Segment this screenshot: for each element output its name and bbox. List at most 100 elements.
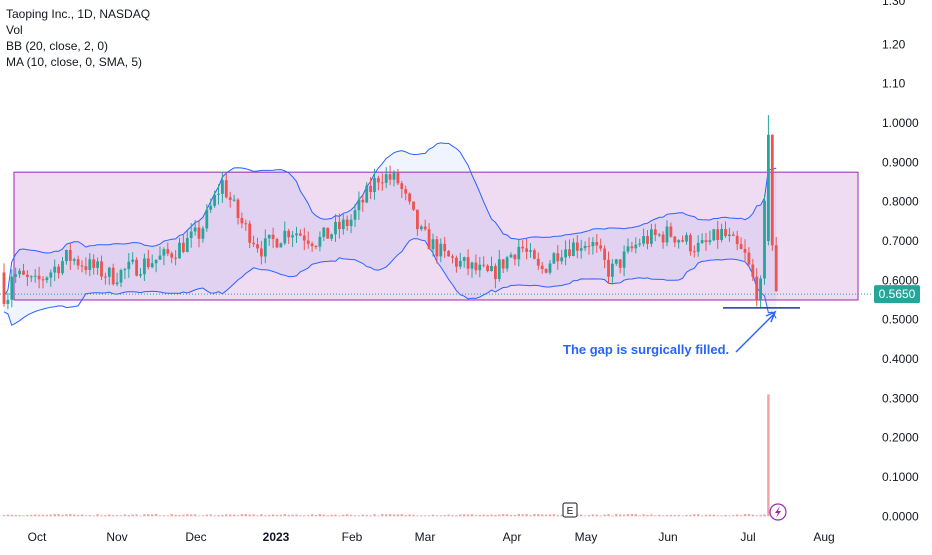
candle[interactable] [72, 257, 76, 265]
candle[interactable] [388, 165, 392, 186]
candle[interactable] [696, 235, 700, 257]
candle[interactable] [404, 185, 408, 201]
candle[interactable] [369, 177, 372, 199]
candle[interactable] [731, 231, 735, 237]
candle[interactable] [201, 226, 205, 243]
candle[interactable] [455, 255, 458, 273]
candle[interactable] [232, 194, 236, 202]
candle[interactable] [603, 245, 606, 269]
candle[interactable] [154, 259, 158, 273]
earnings-marker[interactable]: E [562, 502, 578, 518]
candle[interactable] [443, 236, 447, 259]
candle[interactable] [236, 198, 240, 225]
candle[interactable] [353, 203, 357, 227]
candle[interactable] [575, 235, 579, 259]
candle[interactable] [540, 261, 544, 274]
candle[interactable] [595, 234, 599, 253]
candle[interactable] [423, 219, 427, 231]
candle[interactable] [568, 239, 571, 258]
candle[interactable] [458, 252, 462, 269]
candle[interactable] [61, 256, 64, 276]
candle[interactable] [751, 258, 755, 281]
candle[interactable] [76, 255, 80, 270]
candle[interactable] [57, 264, 60, 279]
candle[interactable] [712, 228, 716, 242]
candle[interactable] [178, 237, 181, 259]
candle[interactable] [119, 268, 123, 288]
candle[interactable] [146, 249, 150, 270]
candle[interactable] [384, 167, 388, 189]
candle[interactable] [560, 249, 564, 265]
candle[interactable] [583, 241, 587, 252]
candle[interactable] [263, 229, 267, 264]
candle[interactable] [591, 237, 595, 255]
candle[interactable] [607, 251, 610, 284]
candle[interactable] [767, 115, 770, 246]
candle[interactable] [501, 259, 505, 274]
legend-title[interactable]: Taoping Inc., 1D, NASDAQ [6, 7, 151, 21]
candle[interactable] [260, 240, 263, 265]
candle[interactable] [517, 238, 521, 267]
candle[interactable] [626, 238, 630, 254]
candle[interactable] [482, 256, 486, 268]
candle[interactable] [22, 263, 25, 276]
candle[interactable] [720, 223, 723, 243]
candle[interactable] [755, 268, 759, 307]
candle[interactable] [143, 253, 146, 281]
candle[interactable] [365, 182, 369, 204]
candle[interactable] [548, 260, 552, 275]
candle[interactable] [657, 232, 661, 238]
candle[interactable] [221, 171, 224, 203]
candle[interactable] [252, 235, 255, 248]
candle[interactable] [419, 224, 423, 232]
candle[interactable] [228, 191, 232, 208]
candle[interactable] [150, 254, 154, 269]
candle[interactable] [115, 272, 119, 287]
candle[interactable] [669, 222, 673, 238]
candle[interactable] [618, 259, 622, 274]
candle[interactable] [408, 192, 411, 205]
candle[interactable] [470, 261, 474, 278]
candle[interactable] [646, 230, 649, 250]
candle[interactable] [205, 204, 209, 232]
candle[interactable] [435, 236, 439, 264]
candle[interactable] [107, 266, 111, 285]
candle[interactable] [322, 226, 326, 242]
candle[interactable] [80, 260, 84, 273]
candle[interactable] [739, 237, 743, 250]
candle[interactable] [447, 249, 450, 257]
candle[interactable] [33, 268, 37, 283]
candle[interactable] [45, 276, 49, 284]
candle[interactable] [135, 257, 138, 277]
candle[interactable] [92, 254, 96, 275]
candle[interactable] [665, 220, 669, 247]
candle[interactable] [174, 250, 177, 266]
candle[interactable] [84, 257, 88, 275]
candle[interactable] [509, 252, 513, 258]
candle[interactable] [318, 231, 322, 252]
candle[interactable] [37, 266, 41, 289]
candle[interactable] [587, 237, 591, 255]
candle[interactable] [88, 253, 92, 277]
candle[interactable] [18, 268, 21, 278]
lightning-icon[interactable] [769, 503, 787, 521]
candle[interactable] [96, 257, 99, 275]
candle[interactable] [572, 238, 575, 257]
candle[interactable] [486, 264, 489, 273]
candle[interactable] [373, 168, 376, 200]
candle[interactable] [525, 238, 528, 260]
candle[interactable] [341, 213, 345, 235]
candle[interactable] [170, 251, 174, 264]
candle[interactable] [244, 219, 248, 231]
candle[interactable] [513, 253, 517, 266]
candle[interactable] [630, 241, 634, 253]
candle[interactable] [380, 173, 384, 191]
candle[interactable] [700, 233, 704, 245]
candle[interactable] [416, 209, 419, 236]
candle[interactable] [104, 272, 107, 285]
candle[interactable] [533, 248, 536, 260]
candle[interactable] [377, 175, 380, 191]
candle[interactable] [283, 221, 287, 246]
candle[interactable] [111, 263, 115, 286]
candle[interactable] [692, 245, 696, 258]
